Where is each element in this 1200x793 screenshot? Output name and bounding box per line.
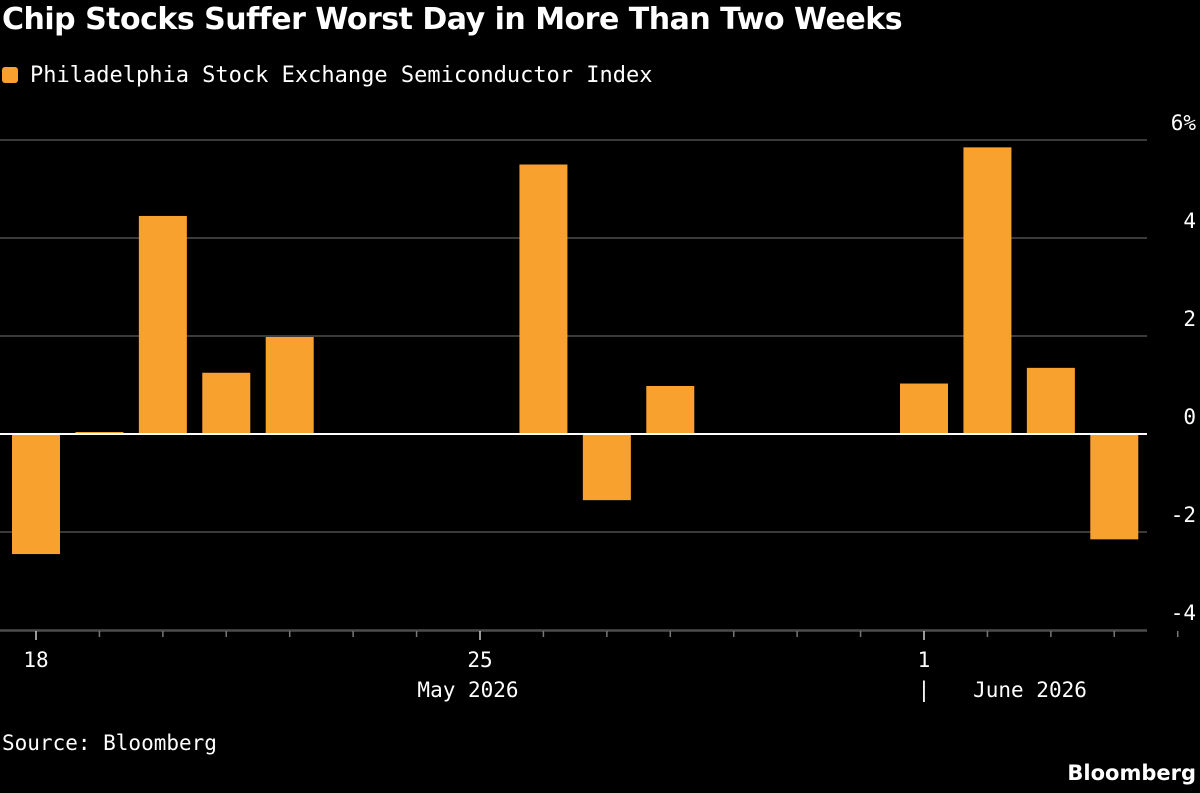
bar [900, 383, 948, 434]
legend: Philadelphia Stock Exchange Semiconducto… [2, 60, 653, 90]
y-tick-label: 4 [1183, 209, 1196, 233]
y-tick-label: 6% [1171, 111, 1197, 135]
x-tick-label: 25 [467, 648, 492, 672]
y-tick-label: -4 [1171, 601, 1196, 625]
y-tick-label: 2 [1183, 307, 1196, 331]
bar [265, 336, 314, 434]
y-tick-label: 0 [1183, 405, 1196, 429]
month-label-may: May 2026 [417, 678, 518, 702]
bar [12, 434, 60, 555]
bar [963, 147, 1012, 434]
bar [646, 385, 695, 434]
legend-swatch [2, 67, 18, 83]
bar [1026, 367, 1075, 434]
month-separator: | [918, 678, 931, 703]
x-tick-label: 1 [918, 648, 931, 672]
source-note: Source: Bloomberg [2, 731, 217, 755]
bar [202, 372, 251, 434]
month-label-june: June 2026 [973, 678, 1087, 702]
x-tick-label: 18 [23, 648, 48, 672]
bar [138, 215, 187, 434]
bar [582, 434, 631, 501]
legend-label: Philadelphia Stock Exchange Semiconducto… [30, 62, 653, 88]
bar [1090, 434, 1139, 540]
bloomberg-logo: Bloomberg [1067, 761, 1196, 785]
chart-title: Chip Stocks Suffer Worst Day in More Tha… [2, 2, 903, 37]
bar [519, 164, 568, 434]
y-tick-label: -2 [1171, 503, 1196, 527]
